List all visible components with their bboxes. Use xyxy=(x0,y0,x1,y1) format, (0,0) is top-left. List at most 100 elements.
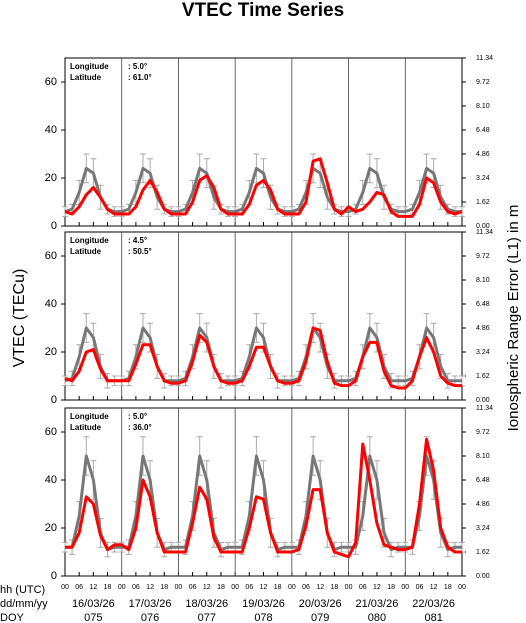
info-value: : 50.5° xyxy=(128,247,152,256)
y-tick-label: 0 xyxy=(51,394,57,406)
x-tick-label: 18 xyxy=(387,584,395,591)
x-tick-label: 12 xyxy=(203,584,211,591)
y-tick-label: 20 xyxy=(45,522,57,534)
y2-axis-label: Ionospheric Range Error (L1) in m xyxy=(505,205,522,432)
x-tick-label: 12 xyxy=(260,584,268,591)
x-tick-label: 12 xyxy=(146,584,154,591)
y2-tick-label: 8.10 xyxy=(476,277,490,284)
y2-tick-label: 6.48 xyxy=(476,127,490,134)
doy-label: 081 xyxy=(424,612,442,623)
y-tick-label: 40 xyxy=(45,298,57,310)
x-tick-label: 00 xyxy=(345,584,353,591)
y-tick-label: 40 xyxy=(45,474,57,486)
date-label: 20/03/26 xyxy=(299,598,342,610)
doy-label: 077 xyxy=(198,612,216,623)
y2-tick-label: 8.10 xyxy=(476,453,490,460)
y2-tick-label: 11.34 xyxy=(476,55,493,62)
y2-tick-label: 9.72 xyxy=(476,79,490,86)
info-label: Latitude xyxy=(70,73,102,82)
y2-tick-label: 9.72 xyxy=(476,429,490,436)
doy-label: 078 xyxy=(254,612,272,623)
plot-frame xyxy=(64,231,463,401)
x-tick-label: 06 xyxy=(416,584,424,591)
x-tick-label: 06 xyxy=(359,584,367,591)
y-tick-label: 20 xyxy=(45,172,57,184)
x-tick-label: 00 xyxy=(61,584,69,591)
info-value: : 61.0° xyxy=(128,73,152,82)
x-tick-label: 18 xyxy=(104,584,112,591)
y-tick-label: 0 xyxy=(51,220,57,232)
y-tick-label: 60 xyxy=(45,250,57,262)
x-tick-label: 06 xyxy=(132,584,140,591)
y2-tick-label: 1.62 xyxy=(476,549,490,556)
mean-line xyxy=(64,166,462,214)
y2-tick-label: 0.00 xyxy=(476,573,490,580)
y2-tick-label: 4.86 xyxy=(476,325,490,332)
doy-label: 075 xyxy=(84,612,102,623)
y-tick-label: 40 xyxy=(45,124,57,136)
y-tick-label: 60 xyxy=(45,76,57,88)
x-tick-label: 18 xyxy=(217,584,225,591)
y2-tick-label: 3.24 xyxy=(476,349,490,356)
y2-tick-label: 6.48 xyxy=(476,477,490,484)
x-tick-label: 18 xyxy=(274,584,282,591)
y2-tick-label: 11.34 xyxy=(476,229,493,236)
date-label: 21/03/26 xyxy=(356,598,399,610)
doy-label: 080 xyxy=(368,612,386,623)
y2-tick-label: 0.00 xyxy=(476,223,490,230)
y-tick-label: 20 xyxy=(45,346,57,358)
info-label: Longitude xyxy=(70,412,109,421)
x-tick-label: 06 xyxy=(245,584,253,591)
x-tick-label: 12 xyxy=(430,584,438,591)
info-value: : 4.5° xyxy=(128,236,147,245)
chart-title: VTEC Time Series xyxy=(182,0,344,21)
row-label: dd/mm/yy xyxy=(0,598,48,610)
row-label: hh (UTC) xyxy=(0,584,45,596)
doy-label: 076 xyxy=(141,612,159,623)
y2-tick-label: 9.72 xyxy=(476,253,490,260)
info-value: : 5.0° xyxy=(128,62,147,71)
x-tick-label: 12 xyxy=(89,584,97,591)
date-label: 18/03/26 xyxy=(185,598,228,610)
y2-tick-label: 11.34 xyxy=(476,405,493,412)
y2-tick-label: 1.62 xyxy=(476,199,490,206)
x-tick-label: 00 xyxy=(175,584,183,591)
info-label: Longitude xyxy=(70,62,109,71)
plot-frame xyxy=(64,57,463,227)
y2-tick-label: 4.86 xyxy=(476,151,490,158)
info-label: Latitude xyxy=(70,247,102,256)
x-tick-label: 18 xyxy=(330,584,338,591)
y2-tick-label: 6.48 xyxy=(476,301,490,308)
x-tick-label: 06 xyxy=(189,584,197,591)
y-tick-label: 60 xyxy=(45,426,57,438)
x-tick-label: 00 xyxy=(288,584,296,591)
x-tick-label: 18 xyxy=(160,584,168,591)
x-tick-label: 12 xyxy=(316,584,324,591)
row-label: DOY xyxy=(0,612,25,623)
y2-tick-label: 0.00 xyxy=(476,397,490,404)
y2-tick-label: 8.10 xyxy=(476,103,490,110)
info-label: Longitude xyxy=(70,236,109,245)
date-label: 16/03/26 xyxy=(72,598,115,610)
y2-tick-label: 3.24 xyxy=(476,525,490,532)
info-value: : 5.0° xyxy=(128,412,147,421)
vtec-line xyxy=(65,437,462,559)
y2-tick-label: 4.86 xyxy=(476,501,490,508)
y2-tick-label: 3.24 xyxy=(476,175,490,182)
date-label: 17/03/26 xyxy=(129,598,172,610)
mean-line xyxy=(64,326,462,383)
y2-tick-label: 1.62 xyxy=(476,373,490,380)
y-tick-label: 0 xyxy=(51,570,57,582)
doy-label: 079 xyxy=(311,612,329,623)
x-tick-label: 12 xyxy=(373,584,381,591)
x-tick-label: 00 xyxy=(231,584,239,591)
x-tick-label: 06 xyxy=(302,584,310,591)
x-tick-label: 00 xyxy=(401,584,409,591)
x-tick-label: 18 xyxy=(444,584,452,591)
x-tick-label: 06 xyxy=(75,584,83,591)
vtec-line xyxy=(64,326,462,390)
info-value: : 36.0° xyxy=(128,423,152,432)
date-label: 19/03/26 xyxy=(242,598,285,610)
